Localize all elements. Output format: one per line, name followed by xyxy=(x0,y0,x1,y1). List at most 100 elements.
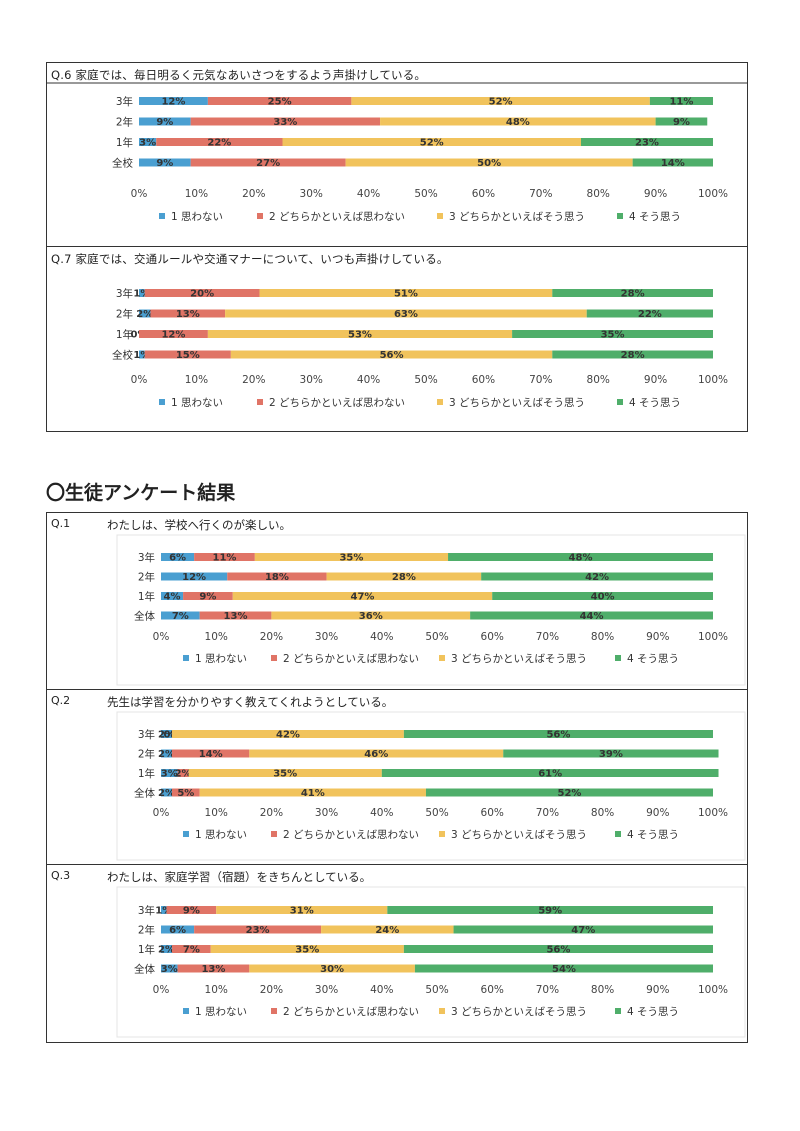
s3-bar-label-3-0: 3% xyxy=(161,964,178,975)
q6-tick-6: 60% xyxy=(472,188,495,200)
q7-legend-swatch-0 xyxy=(159,399,165,405)
q6-bar-label-0-0: 12% xyxy=(161,97,185,108)
s2-legend-swatch-1 xyxy=(271,831,277,837)
q6-bar-label-0-3: 11% xyxy=(669,97,693,108)
s1-bar-label-0-2: 35% xyxy=(339,553,363,564)
s3-tick-9: 90% xyxy=(646,984,669,996)
s2-bar-3-2 xyxy=(199,788,426,797)
s2-legend-label-0: 1 思わない xyxy=(195,829,247,841)
s1-bar-0-0 xyxy=(161,553,195,561)
s1-bar-label-3-1: 13% xyxy=(224,611,248,622)
s1-bar-label-2-2: 47% xyxy=(351,592,375,603)
q7-category-label-0: 3年 xyxy=(116,287,133,300)
s2-tick-7: 70% xyxy=(536,807,559,819)
s3-tick-7: 70% xyxy=(536,984,559,996)
q7-tick-8: 80% xyxy=(587,374,610,386)
q6-legend-label-1: 2 どちらかといえば思わない xyxy=(269,211,405,223)
s3-chart: 1% 9% 31% 59% 3年 6% 23% 24% 47% 2年2% 7% 35% 56% 1年 3% 1… xyxy=(116,886,746,1038)
s2-bar-2-1 xyxy=(177,769,189,777)
s1-bar-2-1 xyxy=(183,592,233,600)
s1-tick-3: 30% xyxy=(315,631,338,643)
s1-legend-label-3: 4 そう思う xyxy=(627,653,679,665)
s2-legend-swatch-2 xyxy=(439,831,445,837)
q7-chart: 1%20%51%28%3年2%13%63%22%2年0%12%53%35%1年1… xyxy=(112,287,728,409)
q6-tick-2: 20% xyxy=(242,188,265,200)
q6-legend-label-0: 1 思わない xyxy=(171,211,223,223)
s1-legend-swatch-3 xyxy=(615,655,621,661)
s3-bar-0-3 xyxy=(387,906,713,914)
s1-tick-8: 80% xyxy=(591,631,614,643)
s3-tick-6: 60% xyxy=(481,984,504,996)
q7-tick-0: 0% xyxy=(131,374,148,386)
s3-legend-label-3: 4 そう思う xyxy=(627,1006,679,1018)
s1-bar-1-2 xyxy=(326,572,482,581)
section-title: 〇生徒アンケート結果 xyxy=(46,482,236,504)
s2-tick-8: 80% xyxy=(591,807,614,819)
q6-tick-1: 10% xyxy=(185,188,208,200)
s3-category-label-2: 1年 xyxy=(138,943,155,956)
s3-bar-0-0 xyxy=(161,906,167,914)
q6-bar-label-2-2: 52% xyxy=(420,138,444,149)
s2-bar-1-1 xyxy=(172,749,250,758)
s3-category-label-0: 3年 xyxy=(138,904,155,917)
s2-qnum: Q.2 xyxy=(51,694,71,707)
s2-bar-3-1 xyxy=(172,788,200,797)
q7-bar-label-1-3: 22% xyxy=(638,309,662,320)
s2-tick-4: 40% xyxy=(370,807,393,819)
s2-tick-10: 100% xyxy=(698,807,728,819)
s3-legend-label-2: 3 どちらかといえばそう思う xyxy=(451,1006,587,1018)
q7-bar-1-2 xyxy=(225,309,587,318)
s1-panel: Q.1 わたしは、学校へ行くのが楽しい。 6% 11% 35% 48% 3年 12% 18%… xyxy=(46,512,748,690)
q7-bar-label-0-3: 28% xyxy=(621,289,645,300)
s1-bar-label-1-1: 18% xyxy=(265,572,289,583)
q6-bar-label-0-2: 52% xyxy=(489,97,513,108)
s1-bar-0-2 xyxy=(254,553,449,561)
q6-legend-swatch-1 xyxy=(257,213,263,219)
s1-tick-6: 60% xyxy=(481,631,504,643)
s1-bar-1-1 xyxy=(227,572,327,581)
q7-legend-label-2: 3 どちらかといえばそう思う xyxy=(449,397,585,409)
s1-bar-label-2-0: 4% xyxy=(164,592,181,603)
s1-bar-label-2-1: 9% xyxy=(199,592,216,603)
q7-tick-7: 70% xyxy=(529,374,552,386)
s1-bar-1-0 xyxy=(161,572,228,581)
s2-bar-label-0-1: 0% xyxy=(164,730,181,741)
q6-bar-label-2-0: 3% xyxy=(139,138,156,149)
q7-bar-3-2 xyxy=(230,350,553,359)
s1-bar-3-1 xyxy=(199,611,272,620)
q6-bar-label-3-1: 27% xyxy=(256,158,280,169)
s1-chart: 6% 11% 35% 48% 3年 12% 18% 28% 42% 2年 4% 9% 47% 40% 1年 7… xyxy=(116,534,746,686)
q6-bar-label-0-1: 25% xyxy=(268,97,292,108)
q7-legend-swatch-3 xyxy=(617,399,623,405)
q6-bar-2-2 xyxy=(282,138,581,146)
s3-bar-3-1 xyxy=(177,964,250,973)
q6-bar-1-3 xyxy=(655,117,708,126)
q6-bar-label-3-2: 50% xyxy=(477,158,501,169)
s1-bar-2-3 xyxy=(492,592,713,600)
q7-bar-label-2-1: 12% xyxy=(161,330,185,341)
q6-bar-0-0 xyxy=(139,97,208,105)
q6-panel: Q.6 家庭では、毎日明るく元気なあいさつをするよう声掛けしている。 12% 25… xyxy=(46,62,748,247)
s3-legend-swatch-2 xyxy=(439,1008,445,1014)
s2-bar-label-3-2: 41% xyxy=(301,788,325,799)
s3-legend-label-0: 1 思わない xyxy=(195,1006,247,1018)
q7-bar-0-3 xyxy=(552,289,713,297)
s2-bar-label-0-2: 42% xyxy=(276,730,300,741)
q6-tick-3: 30% xyxy=(300,188,323,200)
s1-bar-0-1 xyxy=(194,553,255,561)
s2-bar-1-2 xyxy=(249,749,504,758)
q6-bar-0-1 xyxy=(207,97,352,105)
s1-bar-label-3-3: 44% xyxy=(580,611,604,622)
q7-tick-3: 30% xyxy=(300,374,323,386)
q7-category-label-3: 全校 xyxy=(112,349,133,362)
s1-tick-0: 0% xyxy=(153,631,170,643)
s3-bar-label-2-3: 56% xyxy=(546,945,570,956)
s3-bar-label-0-2: 31% xyxy=(290,906,314,917)
s3-bar-2-3 xyxy=(403,945,713,953)
q7-question: Q.7 家庭では、交通ルールや交通マナーについて、いつも声掛けしている。 xyxy=(51,252,449,266)
q6-category-label-3: 全校 xyxy=(112,157,133,170)
s2-bar-3-3 xyxy=(425,788,713,797)
s1-qnum: Q.1 xyxy=(51,517,71,530)
q7-bar-3-0 xyxy=(139,350,145,359)
s2-tick-1: 10% xyxy=(205,807,228,819)
